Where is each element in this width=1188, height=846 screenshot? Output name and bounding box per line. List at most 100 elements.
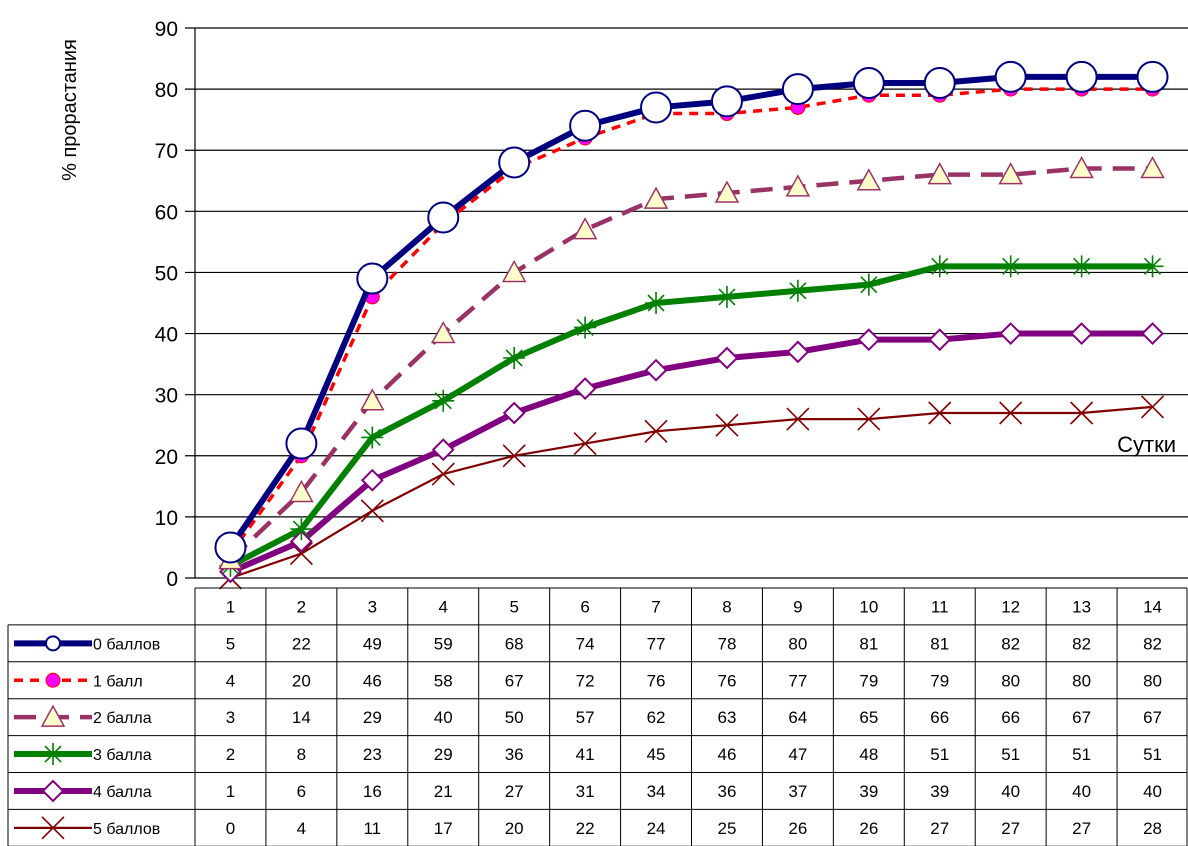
- data-label: 20: [505, 819, 524, 838]
- data-point: [569, 109, 602, 142]
- data-label: 51: [930, 745, 949, 764]
- data-label: 2: [226, 745, 235, 764]
- data-point: [431, 462, 455, 486]
- data-point: [1141, 322, 1164, 345]
- data-label: 26: [859, 819, 878, 838]
- data-label: 25: [718, 819, 737, 838]
- series-2: [218, 155, 1165, 570]
- x-tick-label: 2: [297, 597, 306, 616]
- y-tick-label: 90: [155, 18, 178, 41]
- data-point: [999, 401, 1023, 425]
- data-point: [356, 262, 389, 295]
- data-label: 8: [297, 745, 306, 764]
- data-label: 40: [434, 708, 453, 727]
- data-label: 78: [718, 634, 737, 653]
- data-point: [360, 388, 385, 411]
- y-tick-label: 30: [155, 385, 178, 408]
- x-tick-label: 9: [793, 597, 802, 616]
- data-label: 46: [718, 745, 737, 764]
- data-label: 79: [859, 671, 878, 690]
- data-label: 77: [647, 634, 666, 653]
- data-label: 66: [930, 708, 949, 727]
- data-point: [786, 340, 810, 364]
- data-label: 82: [1072, 634, 1091, 653]
- series-3: [219, 255, 1164, 577]
- data-point: [714, 180, 740, 203]
- data-point: [928, 401, 952, 425]
- legend-label: 0 баллов: [93, 636, 160, 653]
- data-label: 3: [226, 708, 235, 727]
- legend-key: [14, 635, 92, 652]
- data-label: 80: [1001, 671, 1020, 690]
- x-tick-label: 3: [368, 597, 377, 616]
- data-point: [573, 431, 597, 456]
- data-label: 39: [930, 782, 949, 801]
- data-point: [715, 413, 739, 437]
- data-point: [432, 389, 455, 412]
- data-label: 63: [718, 708, 737, 727]
- x-tick-label: 1: [226, 597, 235, 616]
- data-point: [715, 346, 739, 370]
- data-point: [644, 419, 668, 443]
- legend-key: [14, 779, 92, 803]
- data-point: [786, 407, 810, 431]
- series-line: [229, 330, 1153, 575]
- data-label: 6: [297, 782, 306, 801]
- data-label: 36: [718, 782, 737, 801]
- data-point: [857, 273, 880, 296]
- data-label: 26: [788, 819, 807, 838]
- data-point: [710, 85, 743, 118]
- data-label: 51: [1143, 745, 1162, 764]
- y-tick-label: 60: [155, 201, 178, 224]
- data-point: [999, 255, 1022, 278]
- data-point: [927, 162, 953, 185]
- data-label: 62: [647, 708, 666, 727]
- data-point: [574, 316, 597, 339]
- data-point: [1070, 401, 1094, 425]
- data-point: [360, 499, 384, 523]
- data-point: [999, 322, 1023, 345]
- data-point: [644, 358, 668, 382]
- data-point: [640, 91, 673, 124]
- legend-key: [14, 816, 92, 840]
- data-label: 27: [1001, 819, 1020, 838]
- x-tick-label: 10: [859, 597, 878, 616]
- data-label: 40: [1072, 782, 1091, 801]
- data-label: 67: [505, 671, 524, 690]
- data-label: 20: [292, 671, 311, 690]
- data-label: 36: [505, 745, 524, 764]
- data-point: [214, 531, 247, 564]
- data-point: [289, 479, 314, 503]
- y-tick-label: 0: [166, 568, 178, 591]
- data-label: 17: [434, 819, 453, 838]
- data-label: 81: [930, 634, 949, 653]
- data-point: [857, 407, 881, 431]
- data-label: 81: [859, 634, 878, 653]
- data-label: 79: [930, 671, 949, 690]
- data-label: 0: [226, 819, 235, 838]
- series-4: [219, 322, 1164, 584]
- legend-label: 4 балла: [93, 784, 152, 801]
- data-point: [290, 518, 313, 541]
- data-label: 23: [363, 745, 382, 764]
- data-point: [852, 67, 885, 99]
- data-label: 24: [647, 819, 666, 838]
- series-line: [228, 166, 1153, 562]
- data-point: [285, 427, 318, 460]
- data-label: 67: [1072, 708, 1091, 727]
- x-tick-label: 14: [1143, 597, 1162, 616]
- legend-label: 3 балла: [93, 747, 152, 764]
- data-label: 39: [859, 782, 878, 801]
- data-point: [430, 320, 456, 344]
- data-point: [994, 60, 1027, 93]
- legend-key: [14, 743, 92, 766]
- data-point: [498, 146, 531, 179]
- data-point: [856, 168, 882, 191]
- data-label: 22: [292, 634, 311, 653]
- data-label: 50: [505, 708, 524, 727]
- data-label: 40: [1143, 782, 1162, 801]
- data-point: [1070, 255, 1093, 278]
- y-axis-label: % прорастания: [59, 39, 81, 181]
- data-point: [289, 529, 313, 553]
- data-label: 22: [576, 819, 595, 838]
